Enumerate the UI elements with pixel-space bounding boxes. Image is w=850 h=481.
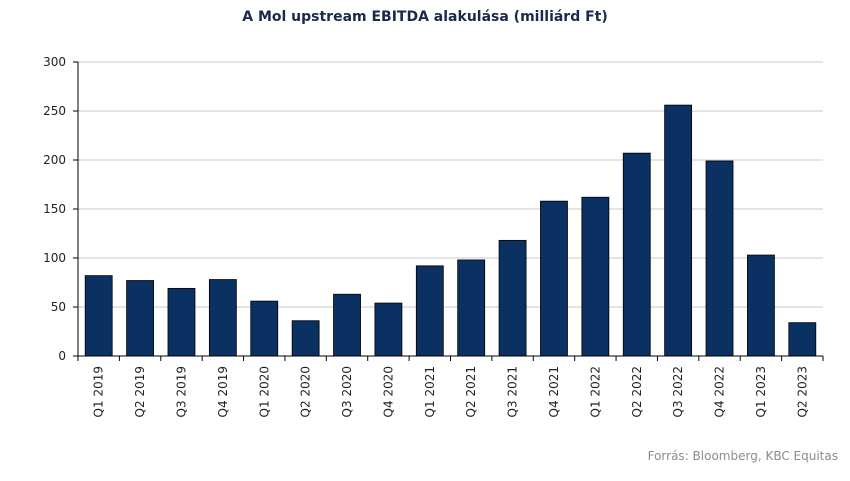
bar [664, 104, 693, 357]
bar [457, 259, 486, 357]
bar [540, 200, 568, 357]
bar [84, 275, 113, 357]
bar [333, 293, 361, 357]
x-tick-label: Q2 2020 [299, 366, 313, 417]
bar [126, 280, 154, 357]
axes [73, 61, 824, 361]
x-tick-label: Q3 2020 [340, 366, 354, 417]
x-tick-label: Q1 2019 [92, 366, 106, 417]
bars [84, 104, 817, 357]
y-tick-label: 200 [43, 153, 66, 167]
x-tick-label: Q1 2022 [588, 366, 602, 417]
x-tick-label: Q1 2021 [423, 366, 437, 417]
y-tick-labels: 0 50 100 150 200 250 300 [43, 55, 66, 363]
bar [415, 265, 444, 357]
x-tick-labels: Q1 2019 Q2 2019 Q3 2019 Q4 2019 Q1 2020 Q2 20… [92, 366, 810, 417]
x-tick-label: Q2 2023 [795, 366, 809, 417]
bar [622, 152, 651, 357]
bar [167, 287, 196, 357]
x-tick-label: Q2 2019 [133, 366, 147, 417]
x-tick-label: Q3 2019 [174, 366, 188, 417]
gridlines [78, 61, 823, 308]
y-tick-label: 50 [51, 300, 66, 314]
x-tick-label: Q2 2022 [630, 366, 644, 417]
chart-title: A Mol upstream EBITDA alakulása (milliár… [242, 9, 608, 25]
x-tick-label: Q1 2023 [754, 366, 768, 417]
bar [498, 239, 527, 357]
source-note: Forrás: Bloomberg, KBC Equitas [647, 449, 838, 463]
bar [581, 196, 610, 357]
bar [747, 254, 775, 357]
x-tick-label: Q1 2020 [257, 366, 271, 417]
y-tick-label: 100 [43, 251, 66, 265]
y-tick-label: 0 [58, 349, 66, 363]
y-tick-label: 300 [43, 55, 66, 69]
x-tick-label: Q3 2022 [671, 366, 685, 417]
bar [374, 302, 403, 357]
bar [788, 322, 817, 357]
bar [250, 300, 279, 357]
bar [291, 320, 320, 357]
x-tick-label: Q4 2019 [216, 366, 230, 417]
bar [208, 279, 237, 357]
y-tick-label: 250 [43, 104, 66, 118]
x-tick-label: Q4 2020 [381, 366, 395, 417]
y-tick-label: 150 [43, 202, 66, 216]
x-tick-label: Q3 2021 [506, 366, 520, 417]
x-tick-label: Q4 2021 [547, 366, 561, 417]
x-tick-label: Q2 2021 [464, 366, 478, 417]
x-tick-label: Q4 2022 [713, 366, 727, 417]
bar [705, 160, 734, 357]
